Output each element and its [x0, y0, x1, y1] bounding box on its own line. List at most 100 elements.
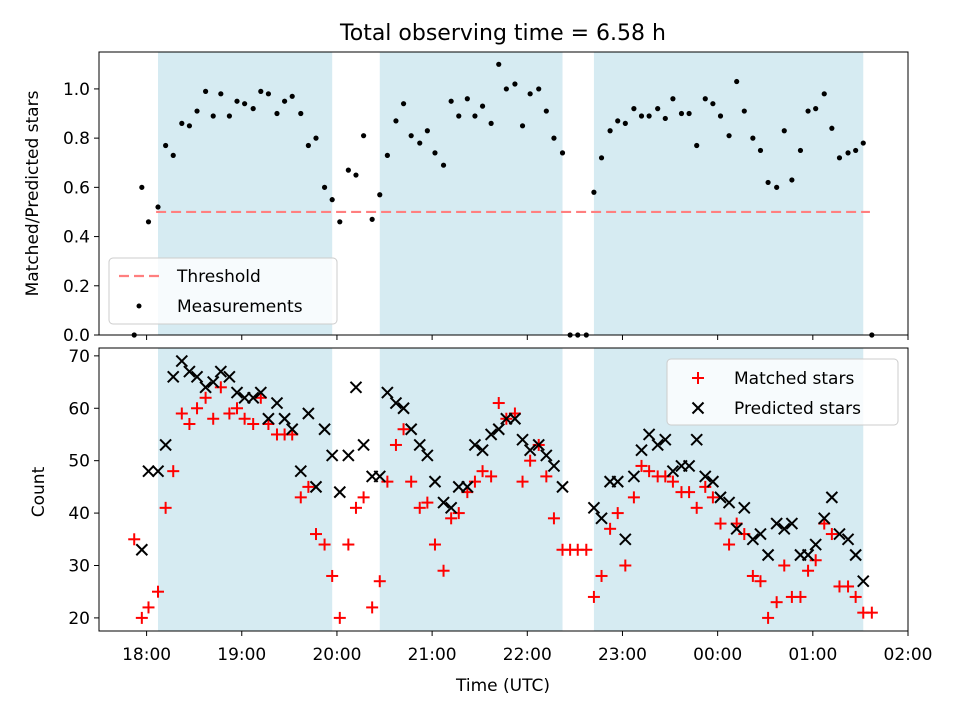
- marker-stroke: [761, 548, 775, 562]
- matched-star-marker: [381, 475, 394, 488]
- marker-stroke: [516, 433, 529, 446]
- matched-star-marker: [770, 596, 783, 609]
- measurement-point: [408, 133, 414, 139]
- measurement-point: [512, 81, 518, 87]
- observing-band: [158, 348, 333, 631]
- legend-matched-marker: [692, 372, 704, 384]
- predicted-star-marker: [666, 464, 680, 478]
- marker-stroke: [595, 512, 608, 525]
- predicted-star-marker: [214, 365, 228, 378]
- measurement-point: [145, 219, 152, 225]
- predicted-star-marker: [659, 433, 672, 446]
- predicted-star-marker: [167, 370, 180, 384]
- measurement-point: [741, 108, 747, 114]
- bottom-panel-y-label: Count: [29, 466, 49, 517]
- bottom-panel-legend: Matched stars Predicted stars: [666, 358, 899, 426]
- predicted-star-marker: [642, 428, 656, 441]
- y-tick-label: 60: [68, 399, 90, 419]
- predicted-star-marker: [540, 449, 553, 462]
- marker-stroke: [833, 527, 846, 541]
- measurement-point: [750, 135, 756, 141]
- predicted-star-marker: [476, 443, 489, 457]
- marker-stroke: [428, 475, 442, 488]
- measurement-point: [179, 120, 185, 126]
- marker-stroke: [476, 443, 489, 457]
- predicted-star-marker: [302, 407, 315, 420]
- predicted-star-marker: [294, 464, 307, 478]
- predicted-star-marker: [857, 575, 870, 588]
- measurement-point: [298, 110, 304, 117]
- matched-star-marker: [214, 381, 227, 394]
- measurement-point: [781, 128, 787, 134]
- marker-stroke: [444, 501, 458, 515]
- marker-stroke: [722, 496, 736, 509]
- matched-star-marker: [428, 538, 441, 551]
- x-tick-label: 22:00: [503, 645, 552, 665]
- marker-stroke: [691, 401, 705, 415]
- measurement-point: [360, 133, 367, 139]
- matched-star-marker: [611, 507, 624, 520]
- matched-star-marker: [207, 412, 220, 425]
- predicted-star-marker: [175, 354, 189, 368]
- predicted-star-marker: [778, 522, 791, 536]
- measurement-point: [519, 123, 526, 129]
- matched-star-marker: [159, 501, 172, 514]
- marker-stroke: [659, 433, 672, 446]
- measurement-point: [845, 150, 851, 156]
- measurement-point: [836, 155, 843, 161]
- measurement-point: [789, 177, 795, 183]
- predicted-star-marker: [754, 527, 767, 541]
- marker-stroke: [587, 501, 601, 515]
- measurement-point: [591, 189, 597, 195]
- measurement-point: [829, 125, 835, 131]
- predicted-star-marker: [444, 501, 458, 515]
- top-panel-frame: [98, 51, 909, 336]
- predicted-star-marker: [381, 386, 394, 399]
- predicted-star-marker: [404, 423, 418, 436]
- measurement-point: [393, 118, 399, 124]
- predicted-star-marker: [151, 464, 165, 478]
- measurement-point: [163, 142, 169, 149]
- marker-stroke: [818, 512, 831, 525]
- marker-stroke: [286, 423, 299, 436]
- measurement-point: [805, 108, 811, 114]
- marker-stroke: [381, 386, 394, 399]
- predicted-star-marker: [635, 443, 648, 457]
- measurement-point: [607, 128, 613, 134]
- measurement-point: [774, 184, 780, 190]
- measurement-point: [479, 103, 486, 109]
- matched-star-marker: [452, 507, 465, 520]
- matched-star-marker: [849, 590, 862, 603]
- x-tick-label: 23:00: [598, 645, 647, 665]
- measurement-point: [598, 155, 605, 161]
- matched-star-marker: [587, 590, 600, 603]
- legend-matched-swatch: [692, 372, 704, 384]
- marker-stroke: [389, 396, 403, 410]
- measurement-point: [226, 113, 232, 119]
- predicted-star-marker: [142, 464, 155, 478]
- matched-star-marker: [865, 606, 878, 619]
- matched-star-marker: [643, 465, 656, 478]
- measurement-point: [536, 86, 542, 92]
- x-tick-label: 20:00: [312, 645, 361, 665]
- measurement-point: [662, 115, 668, 122]
- marker-stroke: [404, 423, 418, 436]
- predicted-star-marker: [556, 480, 569, 494]
- matched-star-marker: [690, 501, 703, 514]
- marker-stroke: [699, 470, 712, 483]
- predicted-star-marker: [714, 491, 727, 504]
- marker-stroke: [746, 533, 760, 546]
- matched-star-marker: [468, 475, 481, 488]
- measurement-point: [202, 88, 209, 94]
- legend-measurement-swatch: [136, 303, 142, 309]
- matched-star-marker: [152, 585, 165, 598]
- matched-star-marker: [389, 438, 402, 451]
- legend-predicted-marker: [691, 401, 705, 415]
- measurement-point: [313, 135, 319, 141]
- marker-stroke: [556, 480, 569, 494]
- bottom-panel-frame: [98, 347, 909, 632]
- measurement-point: [686, 110, 692, 117]
- marker-stroke: [730, 522, 743, 536]
- marker-stroke: [547, 459, 561, 473]
